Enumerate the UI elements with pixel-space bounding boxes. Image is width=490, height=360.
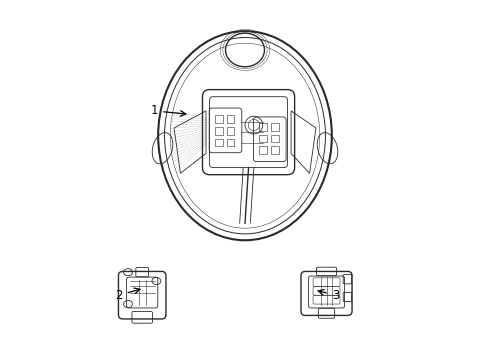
Bar xyxy=(259,135,267,143)
Bar xyxy=(271,146,279,154)
Text: 2: 2 xyxy=(115,288,140,302)
Bar xyxy=(271,135,279,143)
Bar xyxy=(271,123,279,131)
Bar xyxy=(215,139,222,146)
Bar xyxy=(215,127,222,135)
Bar xyxy=(215,115,222,123)
Bar xyxy=(259,146,267,154)
Bar xyxy=(226,127,234,135)
Bar xyxy=(259,123,267,131)
Bar xyxy=(226,139,234,146)
Text: 3: 3 xyxy=(318,289,339,302)
Text: 1: 1 xyxy=(150,104,186,117)
Bar xyxy=(226,115,234,123)
